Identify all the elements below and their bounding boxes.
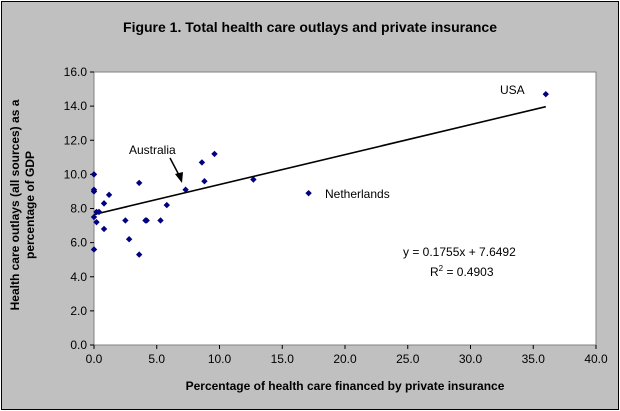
x-tick-label: 40.0 bbox=[584, 352, 608, 366]
x-tick-label: 25.0 bbox=[396, 352, 420, 366]
data-point bbox=[182, 186, 189, 193]
data-point bbox=[105, 191, 113, 199]
data-point bbox=[157, 217, 164, 224]
x-tick-label: 20.0 bbox=[333, 352, 357, 366]
y-tick-label: 6.0 bbox=[70, 236, 87, 250]
x-tick-label: 0.0 bbox=[86, 352, 103, 366]
y-tick-label: 0.0 bbox=[70, 338, 87, 352]
y-tick-label: 16.0 bbox=[64, 65, 88, 79]
data-point bbox=[100, 225, 108, 233]
data-point bbox=[125, 236, 133, 243]
data-point bbox=[250, 176, 257, 183]
annotation-usa: USA bbox=[500, 83, 525, 97]
data-point bbox=[211, 150, 218, 158]
y-tick-label: 12.0 bbox=[64, 133, 88, 147]
data-point bbox=[122, 217, 129, 224]
data-point bbox=[93, 218, 100, 226]
x-tick-label: 15.0 bbox=[271, 352, 295, 366]
data-point bbox=[135, 179, 143, 187]
y-tick-label: 8.0 bbox=[70, 202, 87, 216]
x-tick-label: 35.0 bbox=[522, 352, 546, 366]
trendline-equation: y = 0.1755x + 7.6492 bbox=[403, 245, 516, 259]
data-point bbox=[90, 188, 98, 195]
data-point bbox=[90, 213, 98, 221]
trend-line bbox=[93, 105, 546, 216]
data-point bbox=[201, 178, 208, 185]
data-point bbox=[542, 90, 549, 98]
data-point bbox=[95, 208, 103, 216]
y-tick-label: 2.0 bbox=[70, 304, 87, 318]
data-point bbox=[100, 200, 108, 207]
x-axis-label: Percentage of health care financed by pr… bbox=[185, 379, 505, 393]
x-tick-label: 30.0 bbox=[459, 352, 483, 366]
data-point bbox=[143, 217, 150, 224]
x-tick-label: 5.0 bbox=[148, 352, 165, 366]
y-tick-label: 14.0 bbox=[64, 99, 88, 113]
australia-arrow bbox=[169, 157, 183, 183]
annotation-netherlands: Netherlands bbox=[325, 187, 390, 201]
y-axis: 0.0 2.0 4.0 6.0 8.0 10.0 12.0 14.0 16.0 bbox=[64, 65, 94, 352]
data-point bbox=[198, 159, 206, 166]
chart-title: Figure 1. Total health care outlays and … bbox=[123, 19, 497, 35]
x-tick-label: 10.0 bbox=[208, 352, 232, 366]
data-point bbox=[90, 246, 98, 253]
y-tick-label: 10.0 bbox=[64, 167, 88, 181]
data-point bbox=[163, 201, 170, 209]
data-point bbox=[135, 251, 143, 258]
annotation-australia: Australia bbox=[129, 143, 176, 157]
data-points bbox=[90, 90, 549, 258]
y-tick-label: 4.0 bbox=[70, 270, 87, 284]
x-axis: 0.0 5.0 10.0 15.0 20.0 25.0 30.0 35.0 40.0 bbox=[86, 345, 608, 366]
y-axis-label: Health care outlays (all sources) as a p… bbox=[8, 99, 37, 311]
r-squared: R2 = 0.4903 bbox=[430, 264, 494, 279]
data-point bbox=[305, 189, 312, 197]
data-point bbox=[90, 171, 98, 178]
plot-area bbox=[93, 71, 597, 346]
